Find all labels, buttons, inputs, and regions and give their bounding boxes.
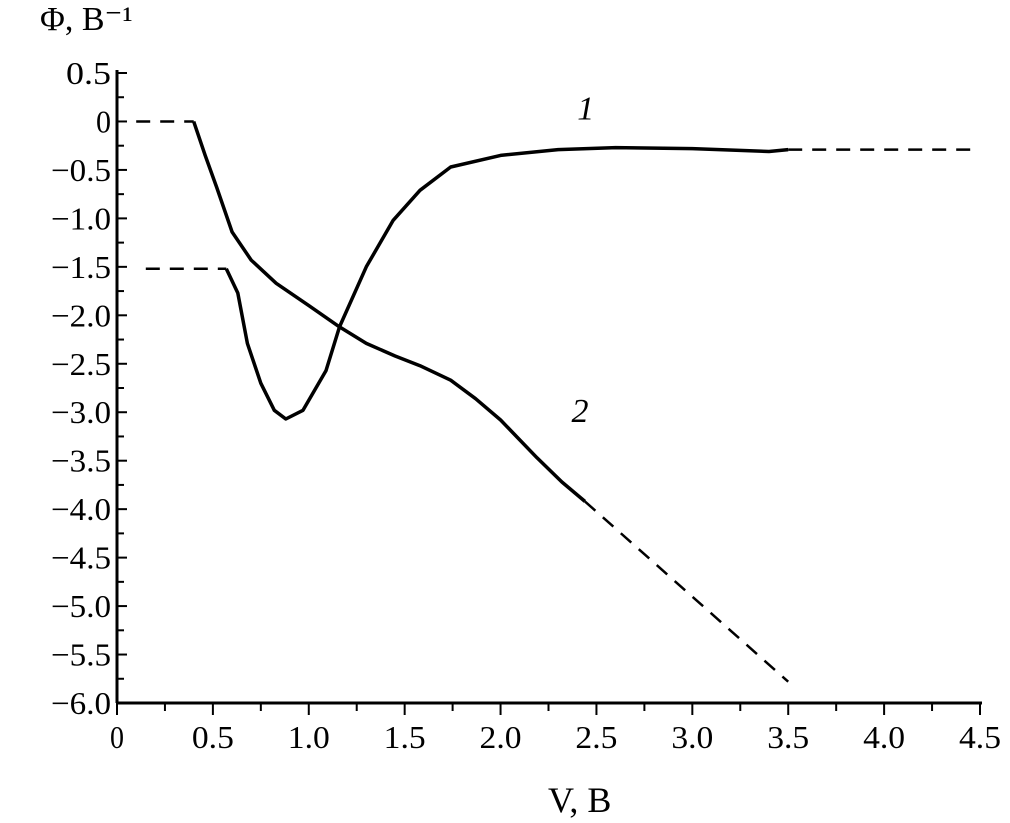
x-tick-label: 0.5: [192, 719, 234, 755]
x-tick-label: 1.5: [384, 719, 426, 755]
x-tick-label: 3.0: [671, 719, 713, 755]
y-axis-label: Φ, В⁻¹: [40, 1, 133, 38]
curve-label-2: 2: [572, 393, 589, 430]
series-2: [136, 120, 790, 683]
y-tick-label: −1.0: [51, 200, 111, 236]
y-tick-label: −5.0: [51, 588, 111, 624]
x-tick-label: 3.5: [767, 719, 809, 755]
x-tick-label: 4.0: [863, 719, 905, 755]
y-tick-label: −6.0: [51, 685, 111, 721]
y-tick-label: 0.5: [66, 55, 111, 91]
y-tick-label: −3.0: [51, 394, 111, 430]
y-tick-label: −4.5: [51, 540, 111, 576]
series-2-line: [192, 120, 587, 503]
y-tick-label: −1.5: [51, 249, 111, 285]
y-tick-label: 0: [96, 103, 111, 139]
y-tick-label: −2.0: [51, 297, 111, 333]
y-tick-label: −4.0: [51, 491, 111, 527]
x-tick-label: 0: [110, 719, 124, 755]
x-tick-label: 2.5: [575, 719, 617, 755]
x-tick-label: 1.0: [288, 719, 330, 755]
axes: 0.5 0 −0.5 −1.0 −1.5 −2.0 −2.5 −3.0 −3.5 −4.0 −4.5…: [51, 55, 1001, 755]
y-tick-label: −3.5: [51, 443, 111, 479]
y-tick-label: −5.5: [51, 637, 111, 673]
x-axis-label: V, В: [548, 780, 611, 820]
x-tick-label: 2.0: [480, 719, 522, 755]
series-1: [145, 145, 971, 421]
y-tick-label: −2.5: [51, 346, 111, 382]
curve-label-1: 1: [577, 91, 594, 128]
series-1-line: [224, 145, 789, 421]
series-lines: 12: [136, 91, 971, 683]
y-tick-label: −0.5: [51, 152, 111, 188]
x-tick-label: 4.5: [959, 719, 1001, 755]
series-2-dashed-right: [584, 500, 790, 683]
